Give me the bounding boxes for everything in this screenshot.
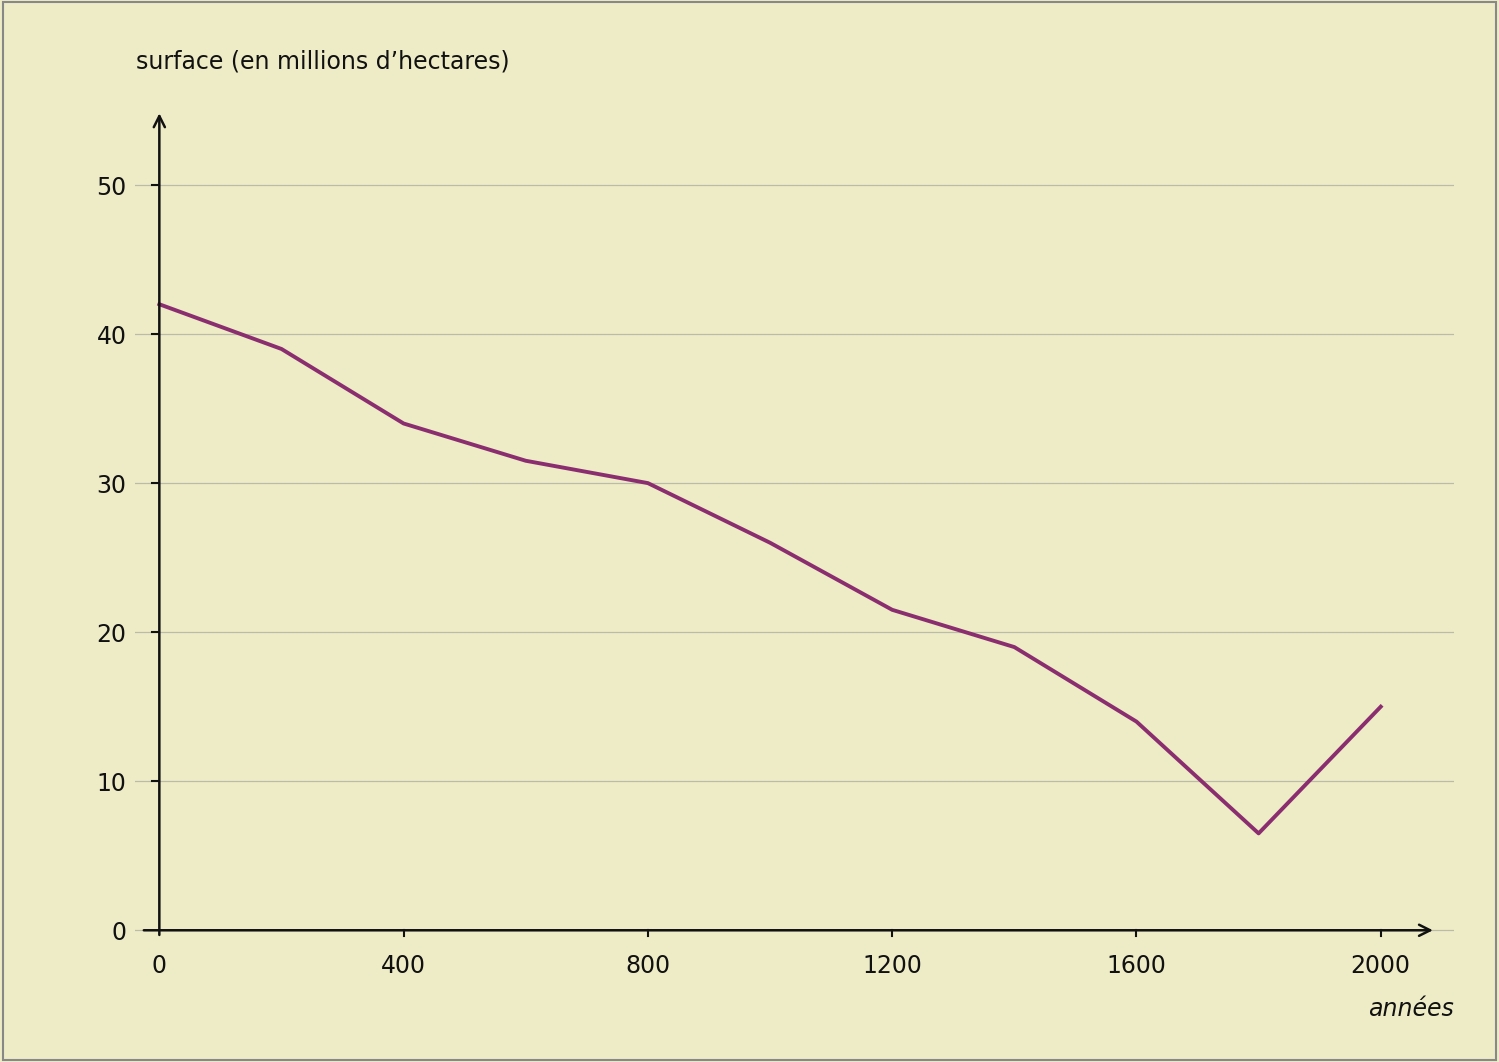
Text: années: années [1369,997,1454,1022]
Text: surface (en millions d’hectares): surface (en millions d’hectares) [136,49,510,73]
